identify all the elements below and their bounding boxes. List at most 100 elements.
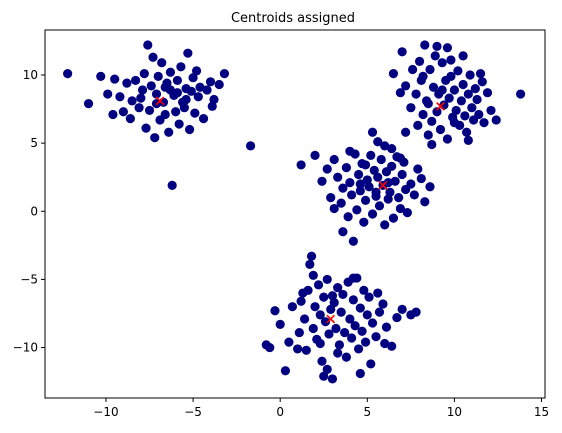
data-point xyxy=(435,124,446,135)
data-point xyxy=(360,160,371,170)
data-point xyxy=(387,341,397,351)
data-point xyxy=(388,213,399,223)
data-point xyxy=(296,160,306,170)
data-point xyxy=(96,71,106,81)
centroid-marker xyxy=(378,181,388,190)
data-point xyxy=(432,41,442,51)
data-point xyxy=(326,304,336,315)
data-point xyxy=(151,89,162,99)
data-point xyxy=(301,345,311,355)
data-point xyxy=(191,66,202,76)
data-point xyxy=(293,344,303,354)
data-point xyxy=(299,314,310,324)
data-point xyxy=(137,85,148,95)
data-point xyxy=(341,163,351,173)
data-point xyxy=(160,82,170,92)
x-tick-label: 10 xyxy=(447,405,462,419)
y-tick-label: −10 xyxy=(13,341,38,355)
data-point xyxy=(423,130,433,140)
data-point xyxy=(442,134,453,144)
data-point xyxy=(359,217,369,227)
data-point xyxy=(479,118,489,128)
data-point xyxy=(486,105,496,116)
data-point xyxy=(371,187,381,197)
data-point xyxy=(366,150,376,160)
data-point xyxy=(446,71,456,81)
data-point xyxy=(406,103,416,113)
data-point xyxy=(296,296,306,306)
data-point xyxy=(411,89,421,99)
data-point xyxy=(148,52,158,62)
data-point xyxy=(141,123,151,133)
data-point xyxy=(418,109,428,120)
data-point xyxy=(418,71,428,81)
data-point xyxy=(437,58,447,68)
data-point xyxy=(420,40,430,50)
data-point xyxy=(160,109,170,120)
data-point xyxy=(413,164,423,174)
data-point xyxy=(427,116,437,126)
data-point xyxy=(376,154,386,165)
data-point xyxy=(355,186,365,196)
data-point xyxy=(449,85,460,95)
data-point xyxy=(414,56,425,66)
data-point xyxy=(437,85,447,95)
data-point xyxy=(348,273,358,283)
data-point xyxy=(423,99,433,109)
data-point xyxy=(345,178,355,188)
data-point xyxy=(413,120,423,131)
y-tick-label: 0 xyxy=(30,204,38,218)
data-point xyxy=(427,139,437,150)
data-point xyxy=(179,103,189,113)
data-point xyxy=(345,314,355,324)
data-point xyxy=(409,190,419,200)
data-point xyxy=(115,92,125,102)
data-point xyxy=(261,340,271,350)
data-point xyxy=(310,302,320,312)
data-point xyxy=(329,203,339,214)
data-point xyxy=(340,327,350,338)
data-point xyxy=(456,96,466,106)
data-point xyxy=(270,306,280,316)
data-point xyxy=(63,69,73,79)
data-point xyxy=(338,289,348,300)
data-point xyxy=(360,337,371,347)
x-tick-label: 5 xyxy=(363,405,371,419)
data-point xyxy=(360,195,371,205)
data-point xyxy=(373,172,383,182)
data-point xyxy=(350,321,360,331)
data-point xyxy=(184,124,195,135)
data-point xyxy=(338,183,348,193)
chart-title: Centroids assigned xyxy=(231,11,355,26)
data-point xyxy=(341,352,351,362)
data-point xyxy=(491,115,501,125)
data-point xyxy=(183,48,193,58)
data-point xyxy=(366,359,376,369)
data-point xyxy=(425,182,435,192)
data-point xyxy=(467,103,477,113)
data-point xyxy=(347,333,357,343)
data-point xyxy=(334,340,345,350)
data-point xyxy=(516,89,526,99)
data-point xyxy=(355,303,365,313)
data-point xyxy=(118,107,128,117)
data-point xyxy=(416,173,426,184)
data-point xyxy=(474,109,484,120)
y-axis: −10 −5 0 5 10 xyxy=(13,68,45,355)
data-point xyxy=(380,338,390,349)
data-point xyxy=(167,180,177,190)
data-point xyxy=(164,127,174,137)
data-point xyxy=(125,113,135,124)
data-point xyxy=(359,285,369,295)
data-point xyxy=(352,205,362,215)
data-point xyxy=(387,161,397,171)
data-point xyxy=(395,153,406,163)
data-point xyxy=(406,179,416,189)
data-point xyxy=(298,288,308,298)
data-point xyxy=(326,193,336,203)
data-point xyxy=(401,81,411,91)
data-point xyxy=(458,51,468,61)
data-point xyxy=(186,86,196,96)
data-point xyxy=(446,55,456,65)
centroid-marker xyxy=(436,101,445,111)
